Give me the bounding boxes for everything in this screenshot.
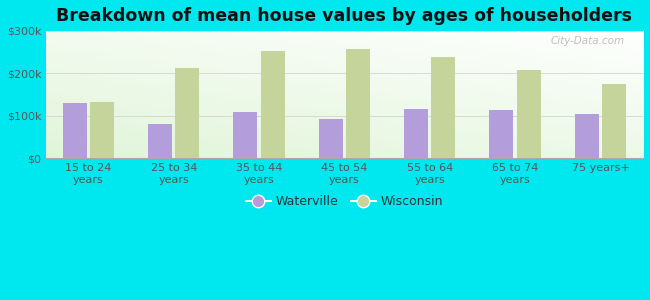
Bar — [517, 70, 541, 158]
Bar — [404, 109, 428, 158]
Bar — [148, 124, 172, 158]
Legend: Waterville, Wisconsin: Waterville, Wisconsin — [240, 190, 448, 214]
Bar — [261, 51, 285, 158]
Bar — [489, 110, 514, 158]
Title: Breakdown of mean house values by ages of householders: Breakdown of mean house values by ages o… — [57, 7, 632, 25]
Bar — [63, 103, 86, 158]
Bar — [602, 84, 626, 158]
Bar — [346, 49, 370, 158]
Bar — [176, 68, 200, 158]
Bar — [233, 112, 257, 158]
Bar — [575, 114, 599, 158]
Bar — [90, 102, 114, 158]
Text: City-Data.com: City-Data.com — [551, 36, 625, 46]
Bar — [318, 119, 343, 158]
Bar — [432, 57, 456, 158]
